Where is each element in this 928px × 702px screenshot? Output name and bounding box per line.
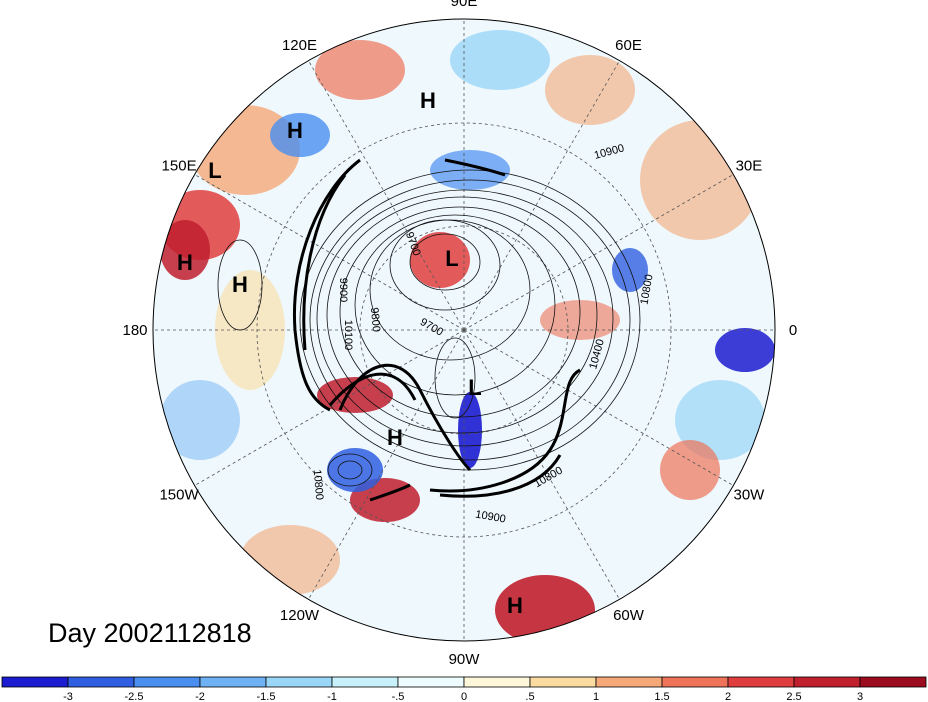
contour-value-label: 9800 <box>368 307 382 332</box>
meridian-line <box>308 60 465 331</box>
colorbar-tick-label: -3 <box>63 691 73 702</box>
colorbar-tick-label: 2 <box>725 691 731 702</box>
contour-value-label: 10100 <box>342 320 354 351</box>
graticule <box>153 19 775 641</box>
colorbar-swatch <box>727 676 795 688</box>
high-pressure-label: H <box>507 593 523 618</box>
longitude-labels: 90E 60E 30E 0 30W 60W 90W 120W 150W 180 150E 120E <box>122 0 797 668</box>
meridian-line <box>463 60 620 331</box>
longitude-label: 90E <box>451 0 478 10</box>
longitude-label: 180 <box>122 322 147 339</box>
longitude-label: 60E <box>615 37 642 54</box>
colorbar-tick-label: .5 <box>525 691 534 702</box>
longitude-label: 30W <box>734 487 766 504</box>
colorbar-swatch <box>199 676 267 688</box>
colorbar-tick-label: 1.5 <box>654 691 669 702</box>
colorbar: -3 -2.5 -2 -1.5 -1 -.5 0 .5 1 1.5 2 2.5 3 <box>1 676 927 702</box>
longitude-label: 150E <box>162 158 197 175</box>
longitude-label: 0 <box>789 322 797 339</box>
colorbar-tick-label: -1.5 <box>257 691 276 702</box>
longitude-label: 60W <box>613 607 645 624</box>
meridian-line <box>463 174 734 331</box>
colorbar-swatch <box>859 676 927 688</box>
height-contours <box>217 169 641 487</box>
colorbar-tick-label: 2.5 <box>786 691 801 702</box>
colorbar-swatch <box>595 676 663 688</box>
longitude-label: 120E <box>282 37 317 54</box>
low-pressure-label: L <box>445 246 458 271</box>
colorbar-tick-label: 3 <box>857 691 863 702</box>
meridian-line <box>463 329 620 600</box>
high-pressure-label: H <box>420 88 436 113</box>
colorbar-swatch <box>133 676 201 688</box>
colorbar-swatch <box>1 676 69 688</box>
day-title: Day 2002112818 <box>48 618 252 648</box>
map-boundary <box>152 18 776 642</box>
longitude-label: 150W <box>159 487 199 504</box>
high-pressure-label: H <box>232 272 248 297</box>
contour-value-label: 10900 <box>474 508 506 525</box>
colorbar-swatch <box>397 676 465 688</box>
colorbar-swatch <box>67 676 135 688</box>
colorbar-tick-label: -2 <box>195 691 205 702</box>
meridian-line <box>463 329 734 486</box>
contour-value-label: 10800 <box>638 273 655 305</box>
pressure-centers: H H L H H L L H H <box>177 88 523 618</box>
colorbar-tick-label: -1 <box>327 691 337 702</box>
meridian-line <box>194 174 465 331</box>
meridian-line <box>194 329 465 486</box>
colorbar-swatch <box>463 676 531 688</box>
colorbar-swatch <box>793 676 861 688</box>
colorbar-swatch <box>529 676 597 688</box>
high-pressure-label: H <box>287 118 303 143</box>
colorbar-swatch <box>661 676 729 688</box>
colorbar-tick-label: 1 <box>593 691 599 702</box>
colorbar-swatch <box>265 676 333 688</box>
low-pressure-label: L <box>208 158 221 183</box>
jet-contours <box>292 158 581 502</box>
contour-value-label: 9900 <box>337 278 349 302</box>
meridian-line <box>308 329 465 600</box>
high-pressure-label: H <box>177 250 193 275</box>
longitude-label: 90W <box>449 651 481 668</box>
colorbar-tick-label: -.5 <box>392 691 405 702</box>
colorbar-tick-label: -2.5 <box>125 691 144 702</box>
colorbar-tick-label: 0 <box>461 691 467 702</box>
high-pressure-label: H <box>387 425 403 450</box>
colorbar-swatch <box>331 676 399 688</box>
longitude-label: 120W <box>280 607 320 624</box>
contour-value-label: 10800 <box>311 469 326 501</box>
longitude-label: 30E <box>736 158 763 175</box>
low-pressure-label: L <box>468 375 481 400</box>
